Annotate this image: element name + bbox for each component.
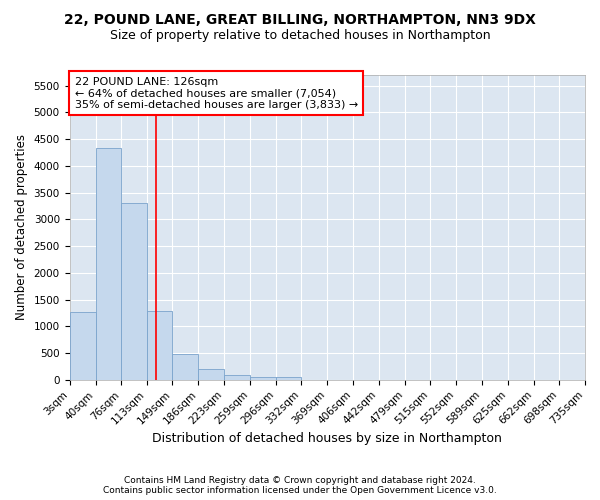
Bar <box>95 148 121 380</box>
Bar <box>276 377 301 380</box>
Bar <box>70 312 95 380</box>
Y-axis label: Number of detached properties: Number of detached properties <box>15 134 28 320</box>
Text: Contains HM Land Registry data © Crown copyright and database right 2024.
Contai: Contains HM Land Registry data © Crown c… <box>103 476 497 495</box>
Text: 22, POUND LANE, GREAT BILLING, NORTHAMPTON, NN3 9DX: 22, POUND LANE, GREAT BILLING, NORTHAMPT… <box>64 12 536 26</box>
Bar <box>250 376 276 380</box>
Text: 22 POUND LANE: 126sqm
← 64% of detached houses are smaller (7,054)
35% of semi-d: 22 POUND LANE: 126sqm ← 64% of detached … <box>74 76 358 110</box>
Bar <box>224 375 250 380</box>
Bar <box>121 204 147 380</box>
X-axis label: Distribution of detached houses by size in Northampton: Distribution of detached houses by size … <box>152 432 502 445</box>
Bar <box>172 354 199 380</box>
Bar <box>147 312 172 380</box>
Bar <box>199 368 224 380</box>
Text: Size of property relative to detached houses in Northampton: Size of property relative to detached ho… <box>110 29 490 42</box>
